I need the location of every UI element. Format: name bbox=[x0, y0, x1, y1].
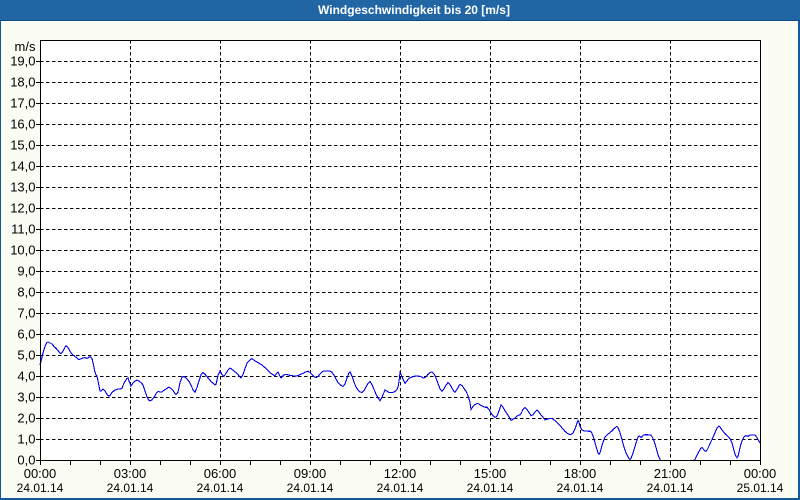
svg-text:24.01.14: 24.01.14 bbox=[17, 481, 64, 495]
svg-text:03:00: 03:00 bbox=[114, 466, 147, 481]
svg-text:1,0: 1,0 bbox=[17, 432, 35, 447]
svg-text:2,0: 2,0 bbox=[17, 411, 35, 426]
svg-text:18:00: 18:00 bbox=[564, 466, 597, 481]
svg-text:17,0: 17,0 bbox=[10, 96, 35, 111]
svg-text:11,0: 11,0 bbox=[11, 222, 35, 237]
svg-text:00:00: 00:00 bbox=[24, 466, 57, 481]
svg-text:12:00: 12:00 bbox=[384, 466, 417, 481]
svg-text:24.01.14: 24.01.14 bbox=[287, 481, 334, 495]
svg-text:00:00: 00:00 bbox=[744, 466, 777, 481]
svg-text:14,0: 14,0 bbox=[10, 159, 35, 174]
svg-text:24.01.14: 24.01.14 bbox=[377, 481, 424, 495]
svg-text:25.01.14: 25.01.14 bbox=[737, 481, 784, 495]
svg-text:15:00: 15:00 bbox=[474, 466, 507, 481]
svg-text:24.01.14: 24.01.14 bbox=[557, 481, 604, 495]
svg-text:8,0: 8,0 bbox=[17, 285, 35, 300]
svg-text:4,0: 4,0 bbox=[17, 369, 35, 384]
svg-text:9,0: 9,0 bbox=[17, 264, 35, 279]
svg-text:m/s: m/s bbox=[15, 39, 36, 54]
svg-text:10,0: 10,0 bbox=[10, 243, 35, 258]
svg-text:6,0: 6,0 bbox=[17, 327, 35, 342]
svg-text:09:00: 09:00 bbox=[294, 466, 327, 481]
svg-text:16,0: 16,0 bbox=[10, 117, 35, 132]
svg-text:24.01.14: 24.01.14 bbox=[107, 481, 154, 495]
svg-text:19,0: 19,0 bbox=[10, 54, 35, 69]
svg-text:15,0: 15,0 bbox=[10, 138, 35, 153]
svg-text:21:00: 21:00 bbox=[654, 466, 687, 481]
svg-text:5,0: 5,0 bbox=[17, 348, 35, 363]
svg-text:24.01.14: 24.01.14 bbox=[467, 481, 514, 495]
svg-text:18,0: 18,0 bbox=[10, 75, 35, 90]
svg-text:7,0: 7,0 bbox=[17, 306, 35, 321]
svg-text:3,0: 3,0 bbox=[17, 390, 35, 405]
svg-text:0,0: 0,0 bbox=[17, 453, 35, 468]
svg-text:12,0: 12,0 bbox=[10, 201, 35, 216]
svg-text:13,0: 13,0 bbox=[10, 180, 35, 195]
svg-text:24.01.14: 24.01.14 bbox=[197, 481, 244, 495]
svg-text:24.01.14: 24.01.14 bbox=[647, 481, 694, 495]
svg-text:06:00: 06:00 bbox=[204, 466, 237, 481]
